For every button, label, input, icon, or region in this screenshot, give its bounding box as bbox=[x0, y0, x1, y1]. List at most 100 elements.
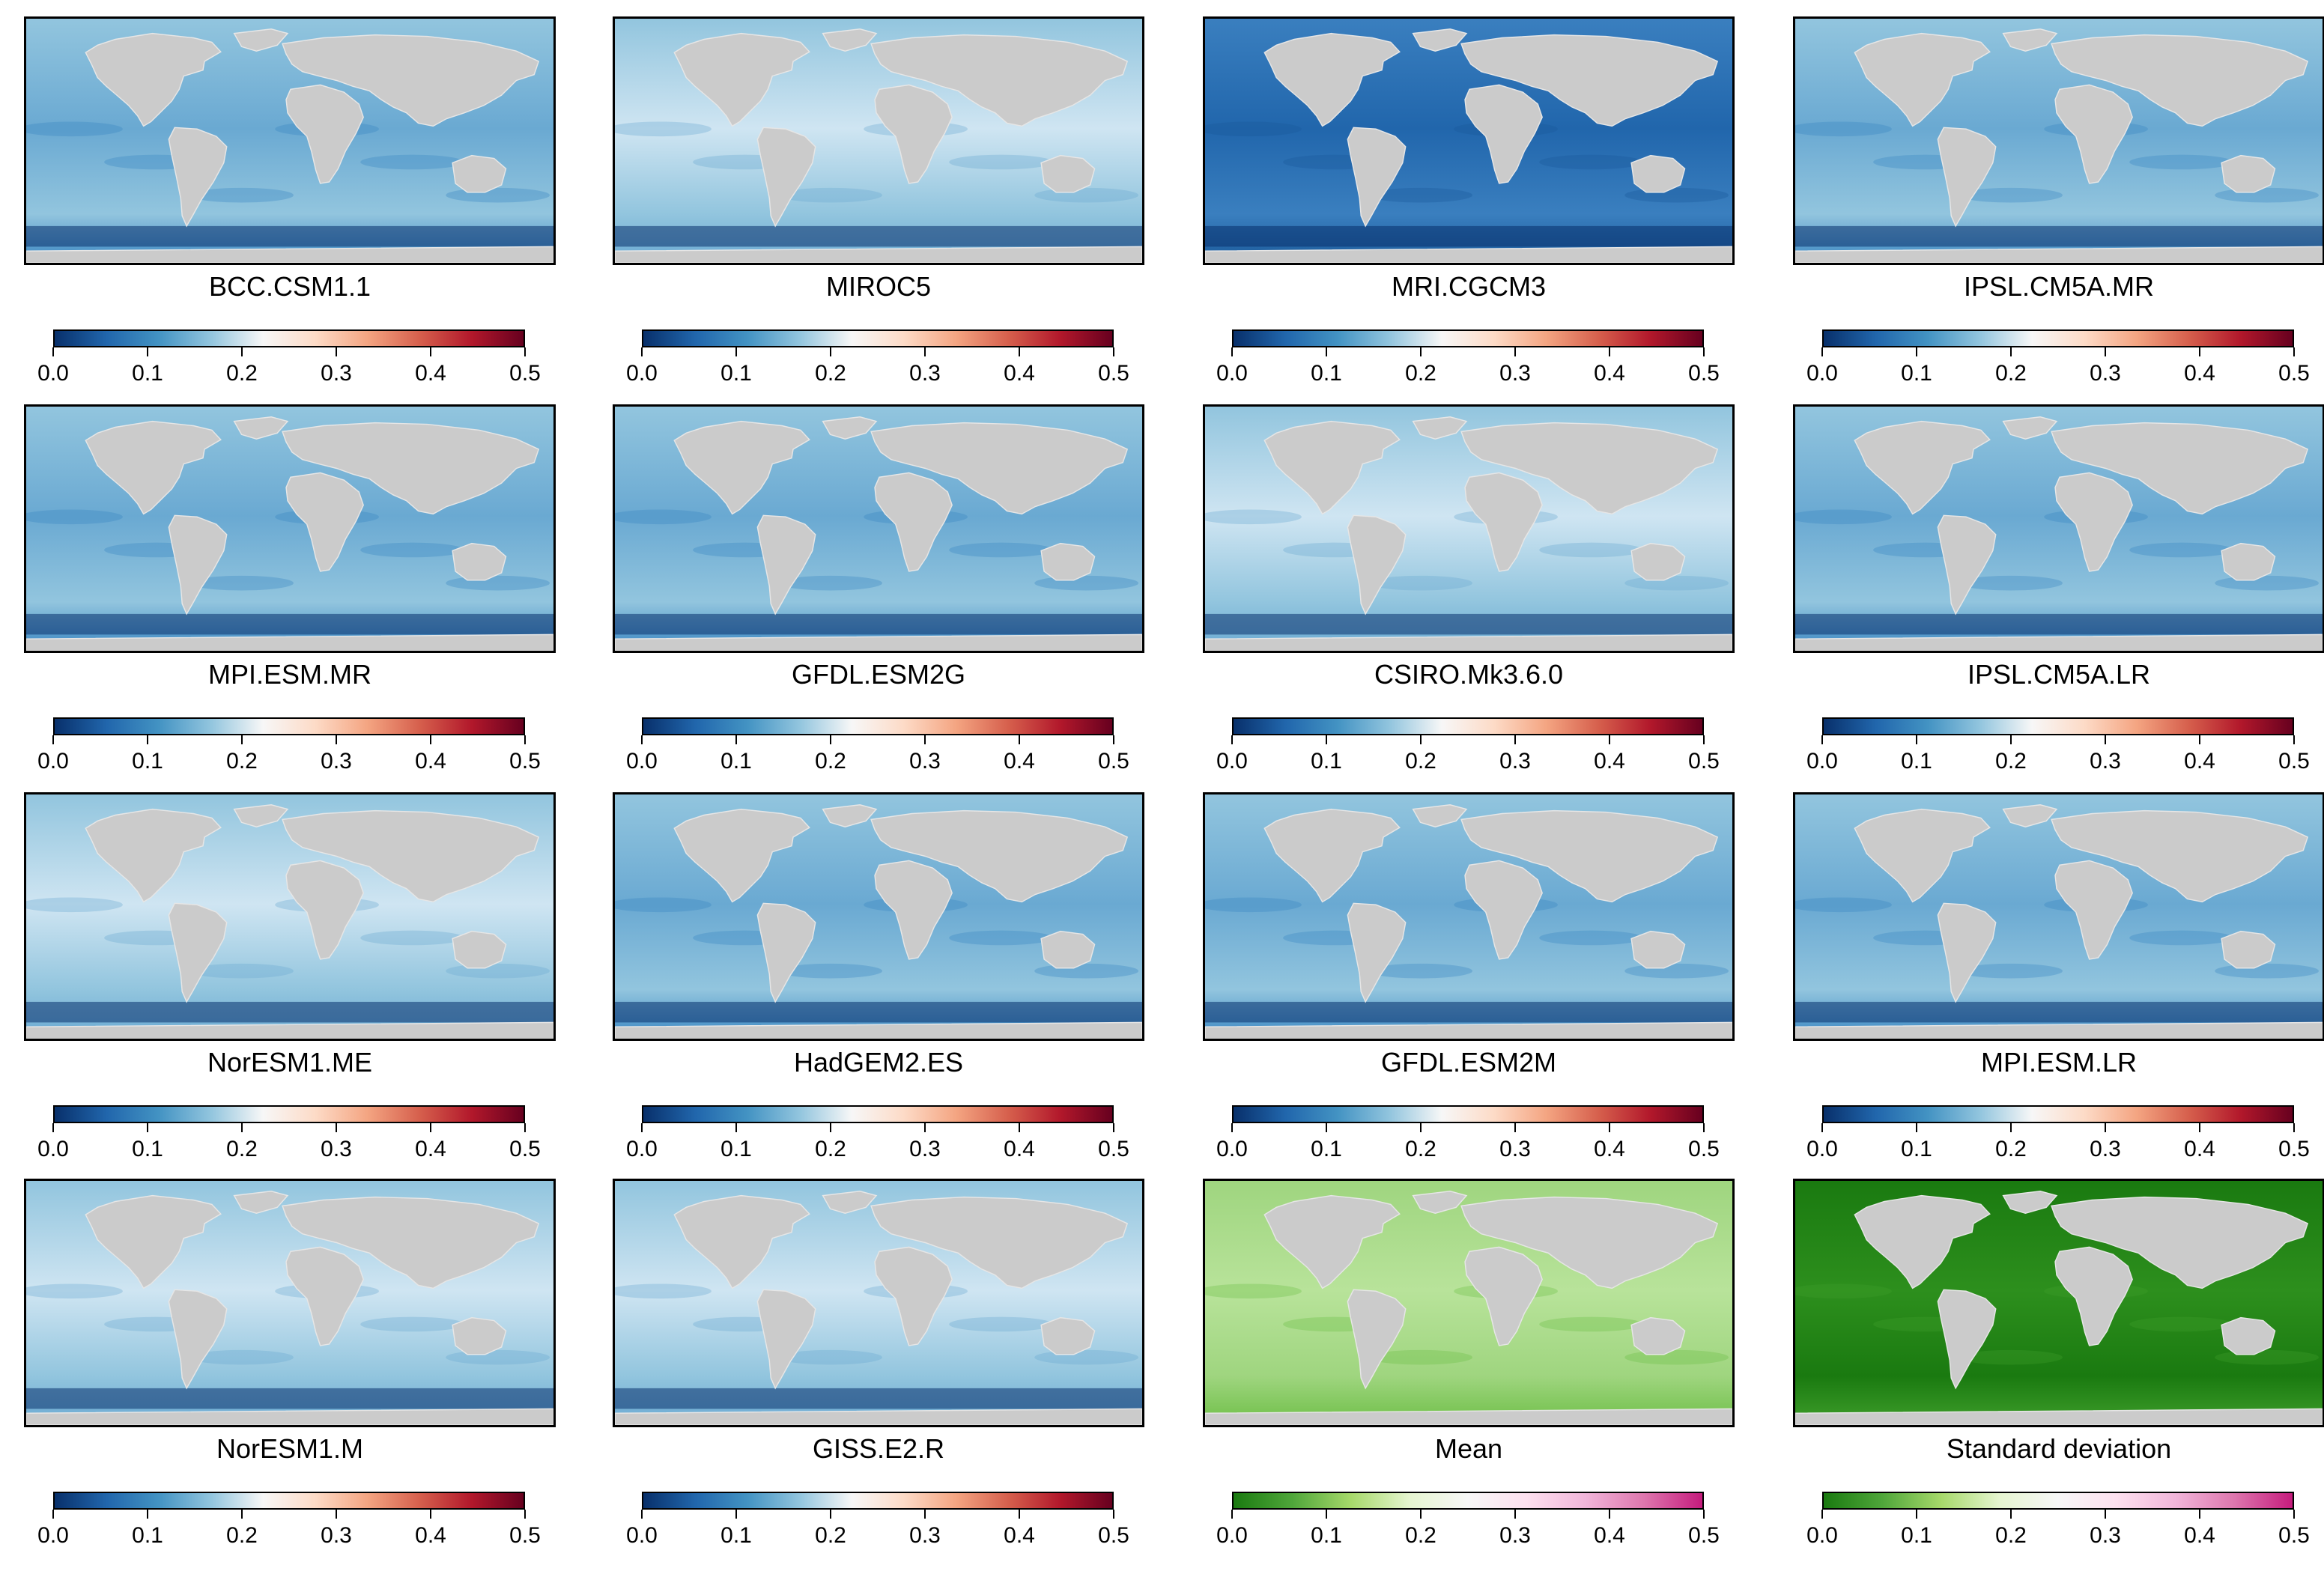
colorbar-tick-label: 0.2 bbox=[1405, 1523, 1436, 1548]
panel-title: Mean bbox=[1434, 1433, 1503, 1464]
southern-ocean-band bbox=[1205, 1001, 1732, 1023]
colorbar-tick bbox=[52, 1510, 54, 1519]
colorbar-tick bbox=[524, 1123, 526, 1132]
land-mass bbox=[2002, 1190, 2058, 1214]
colorbar-tick-label: 0.3 bbox=[2090, 1137, 2121, 1161]
ocean-streak bbox=[615, 121, 712, 137]
land-mass bbox=[2221, 542, 2276, 581]
southern-ocean-band bbox=[26, 225, 553, 247]
ocean-streak bbox=[1368, 575, 1472, 591]
colorbar-ticks bbox=[641, 1510, 1114, 1520]
colorbar-tick bbox=[147, 1510, 148, 1519]
colorbar-tick bbox=[1703, 1123, 1705, 1132]
colorbar-tick-label: 0.0 bbox=[1216, 1137, 1248, 1161]
panel-title: GISS.E2.R bbox=[812, 1433, 945, 1464]
land-mass bbox=[615, 246, 1142, 263]
colorbar-tick-label: 0.0 bbox=[626, 1523, 658, 1548]
southern-ocean-band bbox=[615, 613, 1142, 635]
panel-title: NorESM1.M bbox=[216, 1433, 364, 1464]
land-mass bbox=[2051, 34, 2309, 127]
southern-ocean-band bbox=[1795, 225, 2323, 247]
panel-title: IPSL.CM5A.MR bbox=[1963, 271, 2155, 302]
colorbar-tick bbox=[2010, 1510, 2012, 1519]
colorbar bbox=[53, 717, 525, 735]
colorbar-tick-label: 0.1 bbox=[132, 361, 163, 386]
colorbar-tick-label: 0.3 bbox=[909, 1137, 941, 1161]
land-mass bbox=[1854, 420, 1991, 515]
ocean-streak bbox=[778, 187, 882, 203]
colorbar-tick-label: 0.4 bbox=[1004, 1523, 1035, 1548]
ocean-streak bbox=[1034, 187, 1139, 203]
panel: CSIRO.Mk3.6.0 0.0 0.1 0.2 0.3 0.4 0.5 bbox=[1179, 388, 1763, 774]
ocean-streak bbox=[1205, 1283, 1302, 1299]
colorbar-tick-label: 0.1 bbox=[1311, 1523, 1342, 1548]
colorbar-ticks bbox=[641, 1123, 1114, 1134]
colorbar-tick bbox=[1420, 347, 1422, 356]
colorbar-tick-label: 0.4 bbox=[2184, 749, 2215, 774]
colorbar-tick-label: 0.5 bbox=[509, 749, 541, 774]
land-mass bbox=[2051, 1196, 2309, 1289]
land-mass bbox=[285, 860, 364, 960]
colorbar-tick bbox=[830, 735, 831, 744]
land-mass bbox=[2054, 84, 2133, 184]
colorbar-tick-label: 0.0 bbox=[1216, 1523, 1248, 1548]
colorbar-tick bbox=[336, 1123, 337, 1132]
colorbar-tick-label: 0.2 bbox=[1995, 361, 2027, 386]
colorbar-tick bbox=[1231, 347, 1233, 356]
panel: GISS.E2.R 0.0 0.1 0.2 0.3 0.4 0.5 bbox=[589, 1162, 1173, 1548]
land-mass bbox=[452, 542, 507, 581]
land-mass bbox=[673, 32, 810, 127]
land-mass bbox=[1630, 542, 1686, 581]
southern-ocean-band bbox=[26, 613, 553, 635]
colorbar-ticks bbox=[52, 1510, 526, 1520]
map-13 bbox=[24, 1179, 556, 1427]
land-mass bbox=[233, 803, 289, 827]
panel: Standard deviation 0.0 0.1 0.2 0.3 0.4 0.5 bbox=[1769, 1162, 2324, 1548]
land-mass bbox=[870, 34, 1129, 127]
colorbar-tick bbox=[924, 1123, 926, 1132]
land-mass bbox=[822, 803, 878, 827]
ocean-streak bbox=[949, 1316, 1054, 1332]
colorbar-tick-label: 0.3 bbox=[2090, 1523, 2121, 1548]
ocean-streak bbox=[360, 542, 465, 558]
colorbar-tick bbox=[1420, 735, 1422, 744]
panel: BCC.CSM1.1 0.0 0.1 0.2 0.3 0.4 0.5 bbox=[0, 0, 584, 386]
map-4 bbox=[1793, 16, 2324, 265]
colorbar-tick bbox=[2293, 735, 2295, 744]
colorbar-tick-label: 0.3 bbox=[1499, 1523, 1531, 1548]
colorbar-tick bbox=[430, 347, 431, 356]
panel: GFDL.ESM2M 0.0 0.1 0.2 0.3 0.4 0.5 bbox=[1179, 776, 1763, 1161]
colorbar-tick bbox=[1821, 1123, 1823, 1132]
colorbar-tick-label: 0.0 bbox=[37, 1137, 69, 1161]
ocean-streak bbox=[26, 509, 123, 525]
colorbar-tick-label: 0.1 bbox=[1311, 749, 1342, 774]
colorbar bbox=[1232, 717, 1704, 735]
colorbar-tick-label: 0.1 bbox=[720, 1523, 752, 1548]
ocean-streak bbox=[189, 187, 294, 203]
ocean-streak bbox=[446, 963, 550, 979]
colorbar-tick bbox=[830, 1510, 831, 1519]
colorbar-tick bbox=[1420, 1510, 1422, 1519]
colorbar-tick-label: 0.1 bbox=[1311, 1137, 1342, 1161]
panel-title: MIROC5 bbox=[825, 271, 931, 302]
colorbar bbox=[1232, 1492, 1704, 1510]
land-mass bbox=[452, 1316, 507, 1355]
colorbar-tick bbox=[2293, 347, 2295, 356]
ocean-streak bbox=[1959, 187, 2063, 203]
land-mass bbox=[168, 902, 228, 1003]
colorbar-ticks bbox=[1231, 735, 1705, 746]
land-mass bbox=[85, 420, 222, 515]
colorbar-tick bbox=[1019, 347, 1020, 356]
land-mass bbox=[85, 1194, 222, 1289]
ocean-streak bbox=[1539, 542, 1644, 558]
panel: Mean 0.0 0.1 0.2 0.3 0.4 0.5 bbox=[1179, 1162, 1763, 1548]
land-mass bbox=[1205, 1021, 1732, 1039]
map-8 bbox=[1793, 404, 2324, 653]
ocean-streak bbox=[1539, 930, 1644, 946]
colorbar-tick-label: 0.5 bbox=[2278, 1137, 2310, 1161]
colorbar-tick-label: 0.2 bbox=[1995, 1137, 2027, 1161]
colorbar-tick bbox=[735, 1510, 737, 1519]
ocean-streak bbox=[446, 1349, 550, 1365]
land-mass bbox=[1937, 1289, 1997, 1390]
